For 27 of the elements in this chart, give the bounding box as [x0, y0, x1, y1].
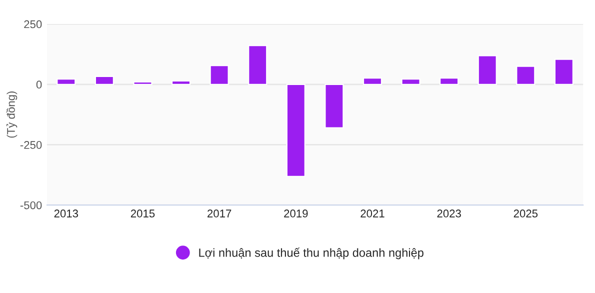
bar: [248, 44, 268, 85]
x-tick-label: 2021: [360, 210, 384, 218]
bar: [362, 78, 382, 85]
bar: [56, 78, 76, 85]
bar: [478, 55, 497, 85]
x-tick-label: 2013: [54, 210, 78, 218]
bar: [440, 78, 459, 85]
x-tick-label: 2025: [514, 210, 538, 218]
bar: [401, 78, 420, 85]
bar: [133, 81, 152, 85]
bar: [324, 84, 344, 128]
legend-label: Lợi nhuận sau thuế thu nhập doanh nghiệp: [199, 248, 424, 260]
y-axis-title: (Tỷ đồng): [6, 91, 18, 138]
x-tick-label: 2015: [130, 210, 155, 218]
y-tick-label: -250: [20, 141, 42, 149]
y-tick-label: 250: [24, 20, 42, 28]
y-tick-label: 0: [36, 80, 42, 89]
bar: [516, 66, 536, 85]
bar: [286, 84, 306, 177]
x-tick-label: 2017: [208, 210, 232, 218]
x-tick-label: 2023: [437, 210, 461, 218]
bar: [171, 80, 191, 85]
bar: [94, 76, 114, 85]
bar: [554, 58, 574, 85]
bar: [210, 64, 229, 85]
x-tick-label: 2019: [284, 210, 308, 218]
y-tick-label: -500: [20, 201, 42, 210]
